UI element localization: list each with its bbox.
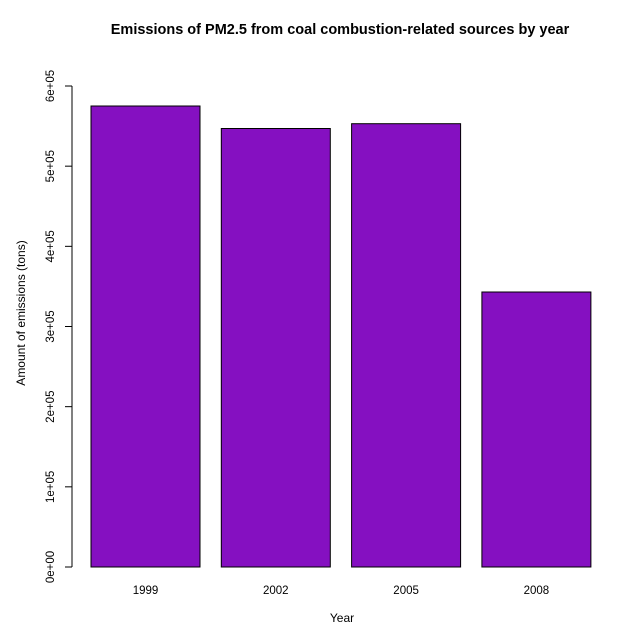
y-tick-label: 5e+05 xyxy=(45,150,57,182)
x-tick-label: 2008 xyxy=(524,585,550,597)
y-tick-label: 1e+05 xyxy=(45,471,57,503)
bar-2005 xyxy=(351,123,462,568)
bar-2008 xyxy=(481,291,592,568)
y-axis: 0e+00 1e+05 2e+05 3e+05 4e+05 5e+05 6e+05 xyxy=(45,70,73,583)
bar-2002 xyxy=(220,128,331,568)
x-axis-label: Year xyxy=(330,611,354,625)
y-axis-label: Amount of emissions (tons) xyxy=(14,240,28,385)
y-tick-label: 6e+05 xyxy=(45,70,57,102)
x-tick-label: 2002 xyxy=(263,585,289,597)
y-tick-label: 4e+05 xyxy=(45,230,57,262)
x-tick-label: 2005 xyxy=(393,585,419,597)
bars-group xyxy=(90,105,592,568)
bar-1999 xyxy=(90,105,201,568)
chart-title: Emissions of PM2.5 from coal combustion-… xyxy=(111,22,570,38)
x-tick-labels: 1999 2002 2005 2008 xyxy=(133,585,549,597)
y-tick-label: 0e+00 xyxy=(45,551,57,583)
x-tick-label: 1999 xyxy=(133,585,159,597)
y-tick-label: 3e+05 xyxy=(45,310,57,342)
y-tick-label: 2e+05 xyxy=(45,391,57,423)
